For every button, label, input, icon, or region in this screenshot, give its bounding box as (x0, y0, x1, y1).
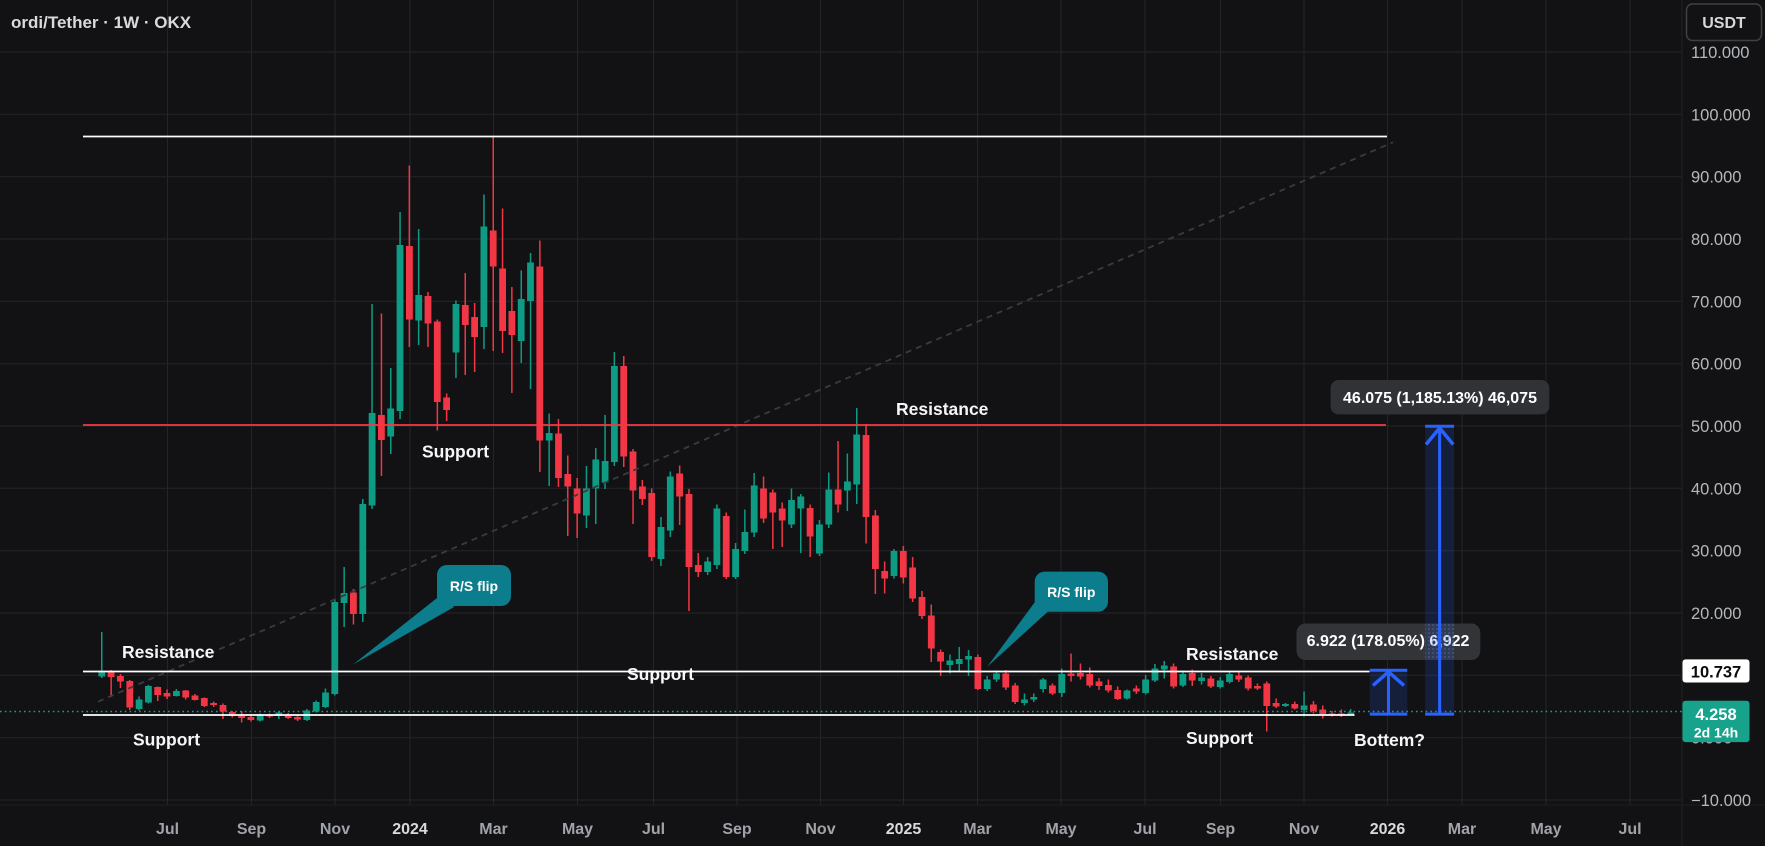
svg-text:40.000: 40.000 (1691, 480, 1741, 498)
svg-text:Resistance: Resistance (122, 642, 215, 662)
svg-text:2026: 2026 (1370, 821, 1406, 838)
svg-text:Mar: Mar (479, 821, 507, 838)
svg-text:Nov: Nov (1289, 821, 1319, 838)
svg-text:USDT: USDT (1702, 15, 1746, 32)
svg-text:60.000: 60.000 (1691, 356, 1741, 374)
svg-text:2024: 2024 (392, 821, 428, 838)
svg-text:Resistance: Resistance (1186, 644, 1279, 664)
svg-text:ordi/Tether · 1W · OKX: ordi/Tether · 1W · OKX (11, 13, 192, 32)
svg-text:Support: Support (422, 442, 489, 462)
svg-text:Support: Support (627, 664, 694, 684)
svg-text:Jul: Jul (1133, 821, 1156, 838)
svg-text:Jul: Jul (642, 821, 665, 838)
svg-text:Nov: Nov (805, 821, 835, 838)
svg-text:2025: 2025 (886, 821, 922, 838)
svg-text:Nov: Nov (320, 821, 350, 838)
svg-text:80.000: 80.000 (1691, 231, 1741, 249)
svg-text:Support: Support (133, 730, 200, 750)
svg-text:Bottem?: Bottem? (1354, 730, 1425, 750)
svg-text:May: May (1045, 821, 1076, 838)
svg-text:Jul: Jul (1618, 821, 1641, 838)
svg-text:110.000: 110.000 (1691, 44, 1749, 62)
svg-text:May: May (562, 821, 593, 838)
svg-text:50.000: 50.000 (1691, 418, 1741, 436)
svg-text:30.000: 30.000 (1691, 543, 1741, 561)
svg-text:Mar: Mar (1448, 821, 1476, 838)
svg-text:Sep: Sep (237, 821, 267, 838)
svg-text:46.075 (1,185.13%) 46,075: 46.075 (1,185.13%) 46,075 (1343, 390, 1537, 407)
svg-text:2d 14h: 2d 14h (1694, 725, 1738, 741)
svg-text:R/S flip: R/S flip (1047, 584, 1095, 600)
svg-text:90.000: 90.000 (1691, 169, 1741, 187)
svg-text:100.000: 100.000 (1691, 106, 1751, 124)
svg-text:70.000: 70.000 (1691, 293, 1741, 311)
svg-text:20.000: 20.000 (1691, 605, 1741, 623)
svg-text:4.258: 4.258 (1695, 706, 1736, 724)
svg-text:R/S flip: R/S flip (450, 578, 498, 594)
svg-text:10.737: 10.737 (1691, 664, 1741, 682)
svg-text:Mar: Mar (963, 821, 991, 838)
svg-text:Jul: Jul (156, 821, 179, 838)
svg-text:Sep: Sep (1206, 821, 1236, 838)
svg-text:Support: Support (1186, 728, 1253, 748)
svg-text:Resistance: Resistance (896, 399, 989, 419)
svg-text:May: May (1530, 821, 1561, 838)
svg-text:−10.000: −10.000 (1691, 792, 1751, 810)
svg-text:Sep: Sep (722, 821, 752, 838)
